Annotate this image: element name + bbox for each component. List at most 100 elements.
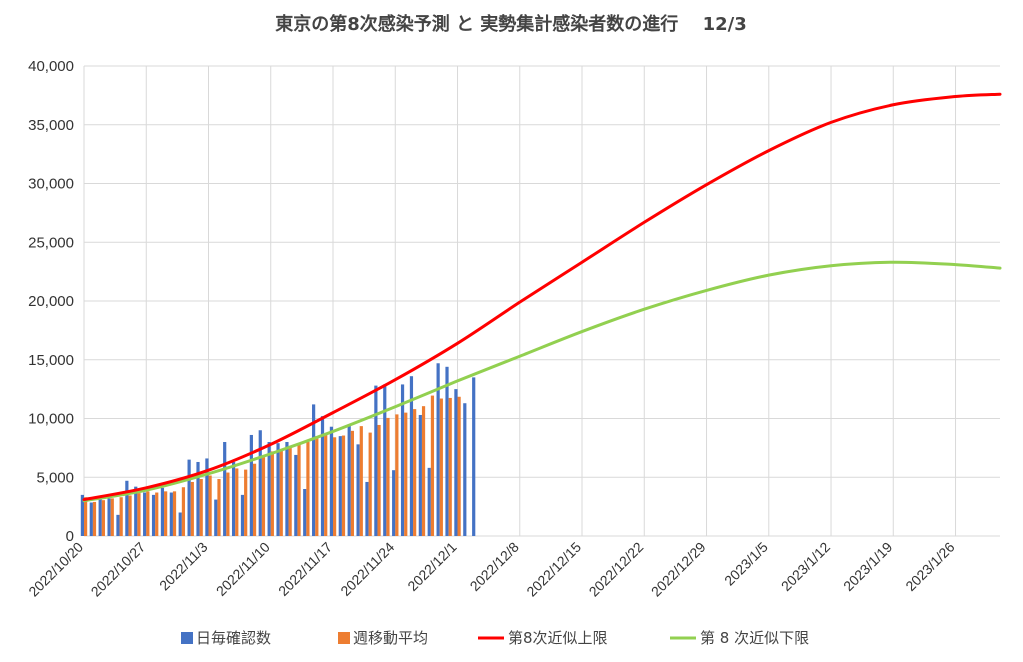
legend-label: 第8次近似上限 — [508, 629, 608, 647]
bar-daily — [160, 487, 165, 536]
bar-weekly-avg — [181, 487, 186, 536]
x-tick-label: 2022/10/20 — [25, 539, 86, 600]
y-tick-label: 5,000 — [36, 469, 74, 486]
bar-daily — [409, 376, 414, 536]
bar-weekly-avg — [457, 396, 461, 536]
bar-weekly-avg — [128, 495, 132, 536]
bar-daily — [125, 480, 129, 536]
x-tick-label: 2022/11/10 — [213, 539, 273, 599]
line-lower-bound — [82, 260, 1002, 503]
bar-daily — [143, 492, 147, 536]
legend-label: 日毎確認数 — [196, 629, 271, 647]
legend-swatch — [181, 632, 193, 644]
y-tick-label: 10,000 — [28, 411, 74, 428]
bar-weekly-avg — [155, 492, 159, 536]
bar-daily — [383, 384, 387, 536]
bar-weekly-avg — [413, 409, 417, 536]
bar-weekly-avg — [404, 412, 408, 536]
bar-weekly-avg — [252, 463, 257, 536]
y-tick-label: 0 — [66, 528, 74, 545]
bar-daily — [98, 498, 102, 536]
series-lines — [82, 92, 1002, 503]
y-tick-label: 20,000 — [28, 293, 74, 310]
x-tick-label: 2022/12/29 — [648, 539, 709, 600]
bar-daily — [187, 459, 191, 536]
x-tick-label: 2022/12/1 — [404, 539, 460, 595]
bar-weekly-avg — [92, 501, 97, 536]
x-tick-label: 2022/12/22 — [586, 539, 647, 600]
bar-weekly-avg — [244, 469, 248, 536]
x-axis: 2022/10/20 2022/10/27 2022/11/3 2022/11/10 2… — [25, 539, 958, 600]
bar-weekly-avg — [306, 442, 310, 536]
legend-swatch — [338, 632, 350, 644]
bar-daily — [436, 363, 440, 536]
bar-weekly-avg — [368, 432, 372, 536]
bar-daily — [445, 366, 449, 536]
chart-title: 東京の第8次感染予測 と 実勢集計感染者数の進行 12/3 — [275, 13, 746, 35]
x-tick-label: 2023/1/19 — [840, 539, 896, 595]
bar-weekly-avg — [270, 451, 274, 536]
x-tick-label: 2023/1/12 — [778, 539, 834, 595]
x-tick-label: 2023/1/5 — [721, 539, 771, 589]
bar-daily — [258, 430, 262, 536]
bar-weekly-avg — [172, 491, 177, 536]
bar-weekly-avg — [199, 479, 203, 536]
bar-daily — [205, 458, 209, 536]
bar-weekly-avg — [217, 479, 221, 536]
bar-weekly-avg — [377, 424, 381, 536]
x-tick-label: 2022/12/8 — [467, 539, 523, 595]
bar-weekly-avg — [119, 497, 123, 536]
bar-weekly-avg — [288, 446, 292, 536]
x-tick-label: 2022/11/3 — [156, 539, 211, 594]
bar-weekly-avg — [208, 475, 212, 536]
bar-weekly-avg — [235, 468, 239, 536]
bar-daily — [240, 494, 245, 536]
bar-daily — [427, 467, 431, 536]
bar-daily — [463, 403, 467, 536]
bar-weekly-avg — [279, 450, 283, 536]
series-weekly-bars — [84, 395, 461, 536]
bar-daily — [329, 426, 334, 536]
bar-weekly-avg — [350, 430, 354, 536]
x-tick-label: 2022/12/15 — [523, 539, 584, 600]
bar-daily — [294, 454, 298, 536]
line-upper-bound — [82, 92, 1002, 502]
bar-daily — [356, 444, 360, 536]
x-tick-label: 2022/11/17 — [275, 539, 335, 599]
bar-weekly-avg — [324, 433, 328, 536]
bar-weekly-avg — [110, 498, 114, 536]
bar-weekly-avg — [297, 444, 301, 536]
bar-weekly-avg — [359, 426, 363, 536]
bar-weekly-avg — [430, 395, 435, 536]
bar-weekly-avg — [448, 397, 452, 536]
bar-daily — [312, 404, 316, 536]
y-tick-label: 35,000 — [28, 117, 74, 134]
bar-daily — [267, 442, 271, 536]
bar-daily — [214, 499, 218, 536]
bar-weekly-avg — [315, 436, 319, 536]
bar-weekly-avg — [101, 500, 105, 536]
bar-daily — [374, 385, 378, 536]
bar-daily — [285, 442, 289, 536]
bar-weekly-avg — [226, 472, 230, 536]
bar-daily — [338, 436, 342, 536]
bar-weekly-avg — [386, 417, 390, 536]
bar-daily — [231, 461, 236, 536]
series-daily-bars — [80, 363, 476, 536]
bar-daily — [151, 494, 156, 536]
bar-weekly-avg — [137, 493, 141, 536]
y-tick-label: 30,000 — [28, 176, 74, 193]
bar-daily — [196, 461, 200, 536]
bar-daily — [107, 498, 111, 536]
bar-weekly-avg — [421, 406, 426, 536]
legend-label: 第 8 次近似下限 — [700, 629, 809, 647]
bar-daily — [418, 414, 422, 536]
bar-weekly-avg — [190, 481, 194, 536]
bar-weekly-avg — [164, 491, 168, 536]
bar-weekly-avg — [146, 491, 150, 536]
bar-daily — [365, 481, 369, 536]
bar-daily — [303, 489, 307, 536]
bar-daily — [320, 416, 325, 536]
bar-daily — [472, 377, 476, 536]
